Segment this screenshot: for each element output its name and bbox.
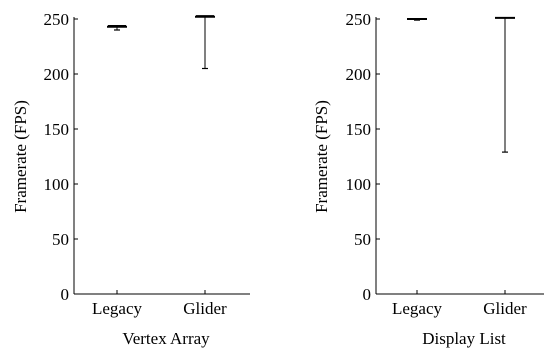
y-axis-title: Framerate (FPS)	[312, 100, 331, 213]
x-axis-title: Vertex Array	[122, 329, 210, 348]
y-tick-label: 100	[346, 175, 372, 194]
y-tick-label: 50	[354, 230, 371, 249]
chart-panel-vertex-array: 0 50 100 150 200 250 Legacy Glider Vertex Array F…	[11, 10, 250, 348]
y-tick-label: 0	[61, 285, 70, 304]
y-tick-label: 150	[346, 120, 372, 139]
x-tick-label-legacy: Legacy	[392, 299, 443, 318]
y-tick-label: 200	[346, 65, 372, 84]
y-tick-label: 50	[52, 230, 69, 249]
chart-panel-display-list: 0 50 100 150 200 250 Legacy Glider Display List F…	[312, 10, 544, 348]
y-tick-label: 200	[44, 65, 70, 84]
x-tick-label-legacy: Legacy	[92, 299, 143, 318]
y-tick-label: 250	[346, 10, 372, 29]
x-tick-label-glider: Glider	[183, 299, 227, 318]
y-axis-title: Framerate (FPS)	[11, 100, 30, 213]
y-tick-label: 150	[44, 120, 70, 139]
y-tick-label: 100	[44, 175, 70, 194]
y-tick-label: 250	[44, 10, 70, 29]
x-axis-title: Display List	[422, 329, 506, 348]
x-tick-label-glider: Glider	[483, 299, 527, 318]
y-tick-label: 0	[363, 285, 372, 304]
